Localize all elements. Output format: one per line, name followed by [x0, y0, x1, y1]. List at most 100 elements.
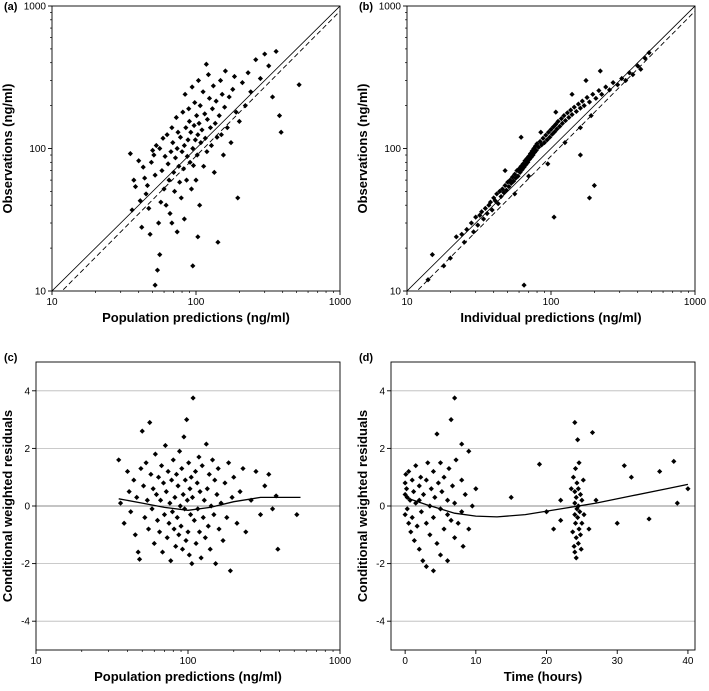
- x-axis-title: Population predictions (ng/ml): [102, 310, 290, 325]
- data-point: [226, 94, 232, 100]
- data-point: [562, 117, 569, 124]
- y-tick-label: 4: [24, 386, 30, 397]
- data-point: [164, 132, 170, 138]
- data-point: [558, 517, 564, 523]
- data-point: [158, 199, 164, 205]
- data-point: [266, 63, 272, 69]
- data-point: [179, 546, 186, 552]
- data-point: [186, 106, 192, 112]
- data-point: [253, 468, 259, 475]
- data-point: [211, 169, 217, 175]
- data-point: [245, 70, 251, 76]
- data-point: [545, 161, 551, 167]
- data-point: [191, 122, 197, 129]
- data-point: [132, 532, 138, 538]
- data-point: [172, 155, 179, 161]
- data-point: [207, 125, 214, 131]
- data-point: [573, 108, 579, 115]
- data-point: [568, 486, 574, 492]
- x-tick-label: 1000: [684, 297, 707, 308]
- data-point: [134, 494, 140, 500]
- x-tick-label: 40: [682, 656, 694, 667]
- data-point: [165, 161, 171, 167]
- y-tick-label: 10: [390, 287, 402, 298]
- data-point: [498, 193, 504, 200]
- data-point: [143, 191, 149, 197]
- data-point: [448, 417, 454, 423]
- panel-label: (a): [4, 1, 18, 13]
- data-point: [403, 486, 410, 492]
- data-point: [243, 529, 249, 535]
- data-point: [178, 195, 184, 201]
- data-point: [240, 465, 246, 472]
- data-point: [554, 126, 560, 132]
- data-point: [575, 486, 581, 492]
- data-point: [158, 463, 165, 469]
- data-point: [603, 84, 609, 90]
- data-point: [139, 428, 145, 434]
- data-point: [186, 118, 193, 124]
- data-point: [183, 125, 189, 131]
- data-point: [586, 195, 593, 201]
- data-point: [235, 195, 241, 201]
- data-point: [459, 441, 465, 447]
- data-point: [473, 214, 479, 220]
- data-point: [446, 465, 452, 472]
- data-point: [586, 526, 592, 532]
- data-point: [176, 448, 183, 454]
- data-point: [577, 532, 584, 538]
- data-point: [222, 104, 228, 110]
- data-point: [166, 177, 172, 183]
- data-point: [452, 500, 458, 506]
- data-point: [149, 506, 155, 512]
- data-point: [229, 494, 235, 500]
- data-point: [455, 520, 461, 526]
- panel-label: (b): [359, 1, 373, 13]
- data-point: [597, 68, 603, 74]
- y-tick-label: -4: [376, 617, 385, 628]
- data-point: [459, 509, 465, 515]
- data-point: [215, 465, 221, 472]
- data-point: [418, 474, 424, 480]
- data-point: [619, 75, 625, 82]
- x-tick-label: 0: [402, 656, 408, 667]
- data-point: [418, 509, 424, 515]
- data-point: [535, 144, 542, 150]
- data-point: [148, 159, 154, 165]
- data-point: [453, 234, 459, 240]
- data-point: [184, 153, 190, 160]
- data-point: [646, 516, 652, 522]
- data-point: [182, 477, 188, 483]
- data-point: [437, 460, 444, 466]
- data-point: [177, 179, 183, 185]
- data-point: [460, 543, 466, 549]
- data-point: [181, 434, 187, 440]
- data-point: [441, 263, 447, 269]
- data-point: [573, 494, 579, 500]
- data-point: [160, 480, 167, 486]
- data-point: [407, 497, 413, 503]
- data-point: [452, 535, 458, 541]
- data-point: [187, 159, 193, 165]
- data-point: [214, 134, 220, 140]
- data-point: [432, 494, 438, 500]
- data-point: [444, 512, 451, 518]
- data-point: [159, 167, 165, 174]
- data-point: [191, 517, 197, 523]
- data-point: [576, 526, 582, 532]
- data-point: [148, 471, 154, 477]
- data-point: [163, 489, 169, 495]
- y-axis-title: Observations (ng/ml): [0, 83, 15, 213]
- data-point: [169, 125, 175, 131]
- data-point: [494, 191, 500, 197]
- data-point: [470, 229, 477, 235]
- data-point: [576, 460, 582, 466]
- data-point: [124, 468, 131, 475]
- data-point: [538, 129, 544, 135]
- data-point: [406, 468, 412, 475]
- data-point: [195, 506, 201, 512]
- data-point: [189, 494, 196, 500]
- data-point: [461, 239, 467, 245]
- data-point: [671, 458, 677, 464]
